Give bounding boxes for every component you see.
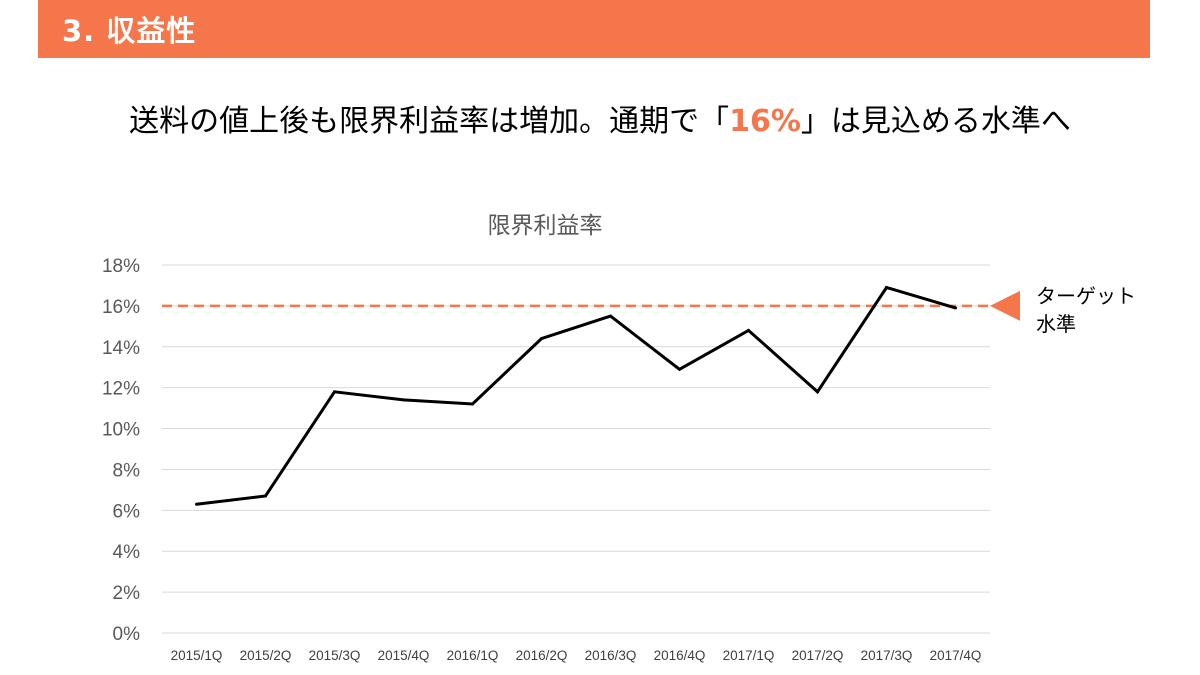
y-tick-label: 0% — [113, 624, 141, 645]
x-tick-label: 2017/3Q — [861, 648, 913, 663]
x-tick-label: 2015/1Q — [171, 648, 223, 663]
y-tick-label: 18% — [102, 256, 140, 277]
target-label-line1: ターゲット — [1036, 285, 1136, 308]
y-tick-label: 8% — [113, 460, 141, 481]
x-tick-label: 2017/2Q — [792, 648, 844, 663]
series-line — [196, 285, 956, 506]
y-tick-label: 12% — [102, 379, 140, 400]
data-point — [195, 502, 198, 506]
target-label-line2: 水準 — [1036, 313, 1076, 336]
data-point — [471, 402, 474, 406]
x-tick-label: 2016/2Q — [516, 648, 568, 663]
x-tick-label: 2016/4Q — [654, 648, 706, 663]
data-point — [678, 367, 681, 371]
y-tick-label: 10% — [102, 420, 140, 441]
data-point — [954, 306, 957, 310]
chart-title: 限界利益率 — [488, 212, 603, 238]
headline-highlight: 16% — [729, 104, 801, 139]
x-tick-label: 2015/4Q — [378, 648, 430, 663]
headline-text-after: 」は見込める水準へ — [800, 104, 1071, 139]
data-point — [609, 314, 612, 318]
data-point — [333, 390, 336, 394]
data-point — [747, 328, 750, 332]
data-point — [816, 390, 819, 394]
headline: 送料の値上後も限界利益率は増加。通期で「16%」は見込める水準へ — [0, 96, 1200, 140]
data-point — [885, 285, 888, 289]
y-tick-label: 14% — [102, 338, 140, 359]
header-bar — [38, 0, 1150, 58]
y-tick-label: 2% — [113, 583, 141, 604]
x-tick-label: 2015/2Q — [240, 648, 292, 663]
x-tick-label: 2017/1Q — [723, 648, 775, 663]
x-tick-label: 2017/4Q — [930, 648, 982, 663]
y-tick-label: 4% — [113, 542, 141, 563]
data-point — [264, 494, 267, 498]
headline-text-before: 送料の値上後も限界利益率は増加。通期で「 — [129, 104, 730, 139]
x-tick-label: 2015/3Q — [309, 648, 361, 663]
target-arrow-icon — [990, 290, 1020, 321]
data-point — [540, 337, 543, 341]
y-tick-label: 6% — [113, 501, 141, 522]
x-tick-label: 2016/3Q — [585, 648, 637, 663]
data-point — [402, 398, 405, 402]
y-tick-label: 16% — [102, 297, 140, 318]
x-tick-label: 2016/1Q — [447, 648, 499, 663]
page-title: 3. 収益性 — [62, 14, 197, 48]
